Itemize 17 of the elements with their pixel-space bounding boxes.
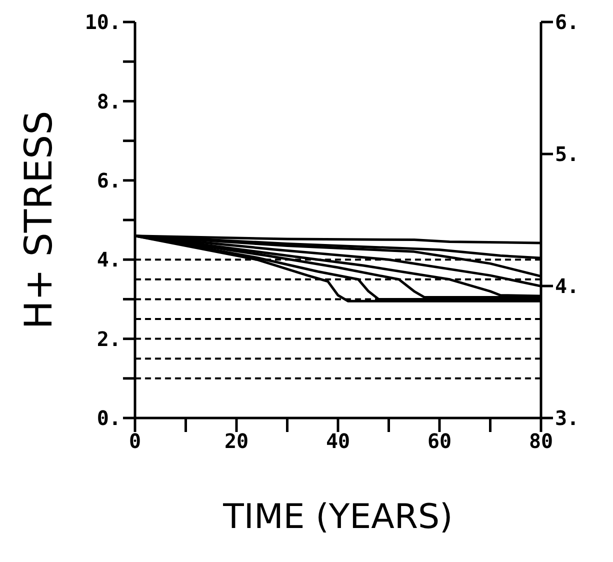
y-axis-title: H+ STRESS [16, 110, 60, 330]
y2-tick-label: 3. [555, 406, 580, 430]
y-tick-label: 4. [96, 248, 121, 272]
x-tick-label: 60 [427, 429, 452, 454]
y-tick-label: 0. [96, 406, 121, 430]
x-tick-label: 40 [326, 429, 350, 454]
x-axis-title: TIME (YEARS) [222, 497, 453, 537]
y2-tick-label: 5. [555, 142, 580, 166]
y2-tick-label: 4. [555, 274, 580, 298]
x-tick-label: 20 [224, 429, 249, 454]
y2-tick-label: 6. [555, 10, 580, 34]
y-tick-label: 10. [84, 10, 121, 34]
y-tick-label: 8. [96, 89, 121, 114]
y-tick-label: 2. [96, 326, 121, 351]
x-tick-label: 0 [128, 429, 142, 454]
x-tick-label: 80 [528, 429, 554, 454]
y-tick-label: 6. [96, 168, 121, 192]
